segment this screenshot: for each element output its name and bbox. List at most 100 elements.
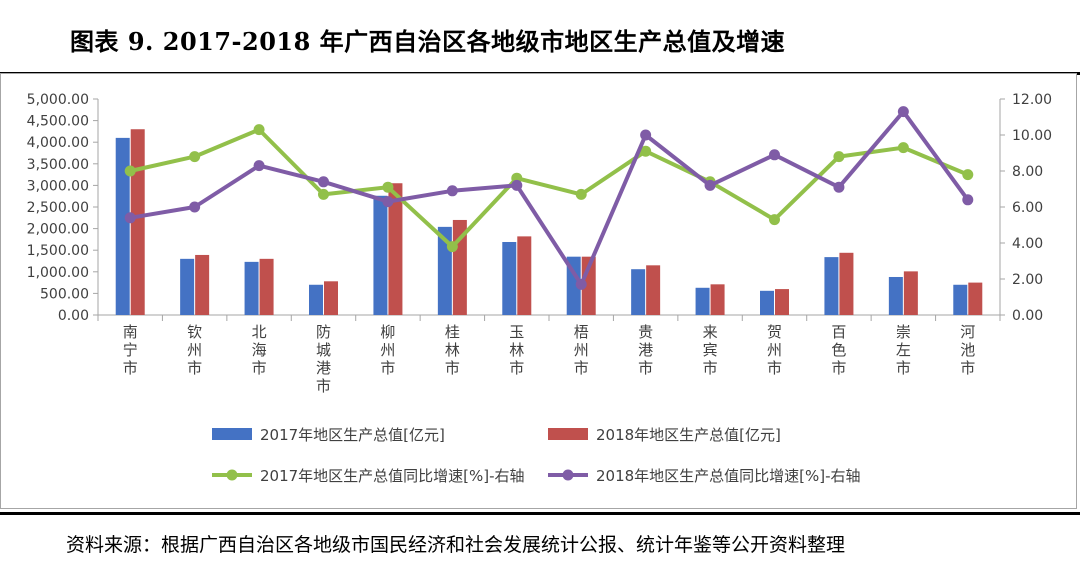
point-2017-growth bbox=[253, 124, 265, 136]
point-2018-growth bbox=[382, 196, 394, 208]
left-axis: 0.00 500.00 1,000.00 1,500.00 2,000.00 2,500.… bbox=[27, 92, 1000, 324]
legend-swatch bbox=[548, 428, 588, 440]
source-note: 资料来源：根据广西自治区各地级市国民经济和社会发展统计公报、统计年鉴等公开资料整… bbox=[66, 534, 846, 556]
left-tick-label: 2,000.00 bbox=[27, 222, 89, 238]
line-2018-growth bbox=[129, 109, 970, 287]
point-2017-growth bbox=[640, 145, 652, 157]
bar-2017 bbox=[373, 195, 388, 315]
right-tick-label: 10.00 bbox=[1012, 128, 1052, 144]
point-2017-growth bbox=[318, 188, 329, 200]
point-2017-growth bbox=[833, 151, 845, 163]
category-label: 钦州市 bbox=[187, 323, 202, 377]
legend-swatch bbox=[212, 428, 252, 440]
point-2017-growth bbox=[575, 188, 587, 200]
point-2017-growth bbox=[124, 165, 136, 177]
right-tick-label: 2.00 bbox=[1012, 272, 1043, 288]
bar-2018 bbox=[968, 282, 983, 315]
right-tick-label: 8.00 bbox=[1012, 164, 1043, 180]
bar-2018 bbox=[324, 281, 338, 315]
left-tick-label: 1,000.00 bbox=[27, 265, 89, 281]
point-2018-growth bbox=[446, 185, 458, 197]
bar-2017 bbox=[115, 137, 130, 315]
right-tick-label: 6.00 bbox=[1012, 200, 1043, 216]
line-2017-growth bbox=[129, 127, 969, 249]
category-label: 桂林市 bbox=[445, 323, 460, 377]
gdp-chart: 0.00 500.00 1,000.00 1,500.00 2,000.00 2,500.… bbox=[0, 73, 1077, 509]
legend-label: 2018年地区生产总值同比增速[%]-右轴 bbox=[596, 467, 861, 485]
point-2018-growth bbox=[704, 179, 716, 191]
category-label: 玉林市 bbox=[509, 323, 524, 377]
legend-label: 2017年地区生产总值[亿元] bbox=[260, 426, 445, 444]
point-2018-growth bbox=[833, 181, 845, 193]
bar-2018 bbox=[388, 183, 403, 315]
bar-2017 bbox=[309, 284, 323, 315]
category-label: 崇左市 bbox=[896, 323, 911, 377]
bar-2018 bbox=[259, 258, 274, 315]
bar-2017 bbox=[631, 269, 646, 315]
bar-2017 bbox=[760, 290, 774, 315]
bar-2017 bbox=[180, 258, 195, 315]
right-tick-label: 4.00 bbox=[1012, 236, 1043, 252]
bar-2017 bbox=[244, 261, 259, 315]
point-2017-growth bbox=[189, 151, 201, 163]
figure-title: 图表 9. 2017-2018 年广西自治区各地级市地区生产总值及增速 bbox=[70, 27, 786, 56]
category-label: 百色市 bbox=[831, 323, 846, 377]
bar-2017 bbox=[695, 287, 710, 315]
right-tick-label: 12.00 bbox=[1012, 92, 1052, 108]
point-2018-growth bbox=[253, 160, 265, 172]
point-2018-growth bbox=[769, 149, 780, 161]
category-label: 贺州市 bbox=[767, 323, 782, 377]
bar-2017 bbox=[824, 257, 839, 315]
category-label: 南宁市 bbox=[123, 323, 138, 377]
left-tick-label: 3,000.00 bbox=[27, 178, 89, 194]
bar-2018 bbox=[517, 236, 532, 315]
bar-2017 bbox=[502, 241, 517, 315]
bar-series bbox=[115, 129, 983, 315]
line-series bbox=[124, 106, 974, 290]
bar-2018 bbox=[839, 252, 854, 315]
legend: 2017年地区生产总值[亿元] 2018年地区生产总值[亿元] 2017年地区生产总… bbox=[212, 426, 861, 485]
bar-2017 bbox=[566, 256, 581, 315]
legend-label: 2017年地区生产总值同比增速[%]-右轴 bbox=[260, 467, 525, 485]
point-2018-growth bbox=[897, 106, 909, 118]
category-label: 河池市 bbox=[960, 323, 975, 377]
left-tick-label: 2,500.00 bbox=[27, 200, 89, 216]
left-tick-label: 4,500.00 bbox=[27, 114, 89, 130]
point-2017-growth bbox=[962, 169, 974, 181]
bar-2018 bbox=[903, 271, 918, 315]
point-2018-growth bbox=[124, 212, 136, 224]
category-label: 柳州市 bbox=[380, 323, 395, 377]
bar-2017 bbox=[953, 284, 968, 315]
point-2018-growth bbox=[575, 278, 587, 290]
category-label: 北海市 bbox=[252, 323, 267, 377]
left-tick-label: 3,500.00 bbox=[27, 157, 89, 173]
bar-2018 bbox=[710, 284, 725, 315]
point-2018-growth bbox=[962, 194, 974, 206]
point-2017-growth bbox=[897, 142, 909, 154]
category-label: 梧州市 bbox=[574, 323, 589, 377]
point-2018-growth bbox=[189, 201, 201, 213]
bar-2018 bbox=[775, 289, 789, 315]
left-tick-label: 1,500.00 bbox=[27, 243, 89, 259]
bar-2017 bbox=[888, 276, 903, 315]
point-2017-growth bbox=[769, 214, 780, 226]
bottom-rule bbox=[0, 512, 1080, 515]
point-2018-growth bbox=[640, 129, 652, 141]
point-2018-growth bbox=[318, 176, 329, 188]
left-tick-label: 0.00 bbox=[58, 308, 89, 324]
legend-swatch-marker bbox=[226, 469, 238, 481]
bar-2018 bbox=[646, 265, 661, 315]
legend-swatch-marker bbox=[562, 469, 574, 481]
left-tick-label: 500.00 bbox=[40, 286, 89, 302]
right-axis: 0.00 2.00 4.00 6.00 8.00 10.00 12.00 bbox=[999, 92, 1052, 324]
category-labels: 南宁市 钦州市 北海市 防城港市 柳州市 桂林市 玉林市 梧州市 贵港市 来宾市 贺州市 百色市 崇左市… bbox=[97, 315, 1001, 395]
bar-2018 bbox=[195, 254, 210, 315]
category-label: 来宾市 bbox=[703, 323, 718, 377]
left-tick-label: 5,000.00 bbox=[27, 92, 89, 108]
bar-2018 bbox=[130, 129, 145, 315]
point-2017-growth bbox=[446, 241, 458, 253]
category-label: 贵港市 bbox=[638, 323, 653, 377]
point-2018-growth bbox=[511, 179, 523, 191]
point-2017-growth bbox=[382, 181, 394, 193]
left-tick-label: 4,000.00 bbox=[27, 135, 89, 151]
